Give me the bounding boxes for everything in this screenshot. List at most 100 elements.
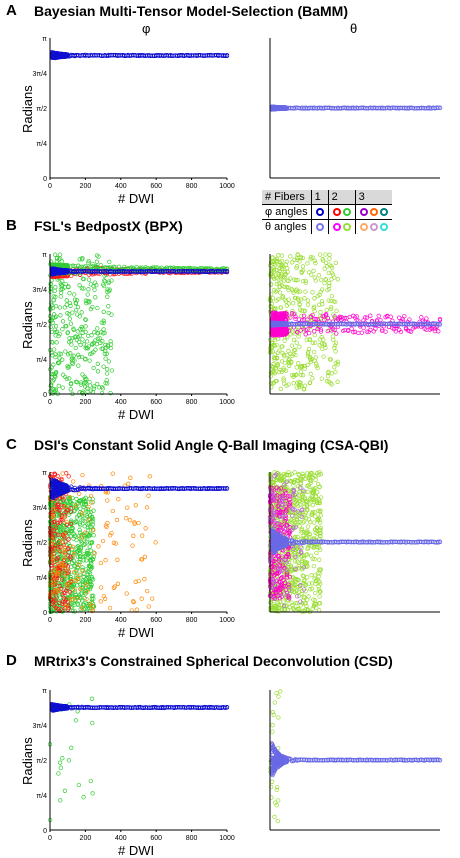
theta-point-fiber2 xyxy=(301,265,305,269)
legend-theta-3-ring-0 xyxy=(360,223,368,231)
x-tick-label: 800 xyxy=(186,399,198,406)
theta-point-fiber2 xyxy=(335,332,339,336)
theta-point-fiber2 xyxy=(303,384,307,388)
y-tick-label: π xyxy=(42,36,47,43)
legend-phi-2-ring-1 xyxy=(343,208,351,216)
phi-point-fiber2 xyxy=(60,259,64,263)
panel-b-title: FSL's BedpostX (BPX) xyxy=(34,218,183,234)
x-tick-label: 400 xyxy=(115,183,127,190)
x-tick-label: 1000 xyxy=(219,183,235,190)
theta-point-fiber2 xyxy=(333,346,337,350)
theta-point-fiber2 xyxy=(330,294,334,298)
y-tick-label: π/4 xyxy=(36,141,47,148)
legend-theta-3-ring-1 xyxy=(370,223,378,231)
phi-point-fiber2 xyxy=(67,475,71,479)
legend-theta-2 xyxy=(328,220,355,235)
theta-point-fiber2 xyxy=(279,387,283,391)
phi-point-fiber2 xyxy=(107,305,111,309)
legend-theta-1-ring-0 xyxy=(316,223,324,231)
theta-point-fiber2 xyxy=(299,329,303,333)
theta-column-header: θ xyxy=(350,21,357,36)
phi-point-fiber2 xyxy=(94,348,98,352)
phi-point-fiber2 xyxy=(54,324,58,328)
phi-point-fiber2 xyxy=(88,380,92,384)
phi-point-fiber2 xyxy=(106,295,110,299)
phi-point-fiber2 xyxy=(88,359,92,363)
legend-phi-label: φ angles xyxy=(262,205,311,220)
phi-point-fiber2 xyxy=(87,278,91,282)
theta-point-fiber2 xyxy=(306,262,310,266)
phi-point-fiber2 xyxy=(59,295,63,299)
theta-point-fiber2 xyxy=(285,267,289,271)
theta-point-fiber2 xyxy=(287,349,291,353)
phi-column-header: φ xyxy=(142,21,150,36)
theta-point-fiber2 xyxy=(311,377,315,381)
phi-point-fiber2 xyxy=(92,533,96,537)
theta-point-fiber2 xyxy=(328,253,332,257)
theta-point-fiber2 xyxy=(295,373,299,377)
phi-point-fiber2 xyxy=(80,311,84,315)
theta-point-fiber2 xyxy=(420,316,424,320)
legend-theta-label: θ angles xyxy=(262,220,311,235)
legend-theta-3 xyxy=(355,220,392,235)
phi-point-fiber2 xyxy=(69,322,73,326)
phi-point-fiber3 xyxy=(137,521,141,525)
theta-point-fiber2 xyxy=(369,314,373,318)
phi-point-fiber2 xyxy=(95,260,99,264)
phi-point-fiber2 xyxy=(65,299,69,303)
theta-point-fiber2 xyxy=(285,304,289,308)
legend-phi-1 xyxy=(311,205,328,220)
phi-point-fiber2 xyxy=(84,325,88,329)
theta-point-fiber2 xyxy=(307,331,311,335)
theta-point-fiber2 xyxy=(307,271,311,275)
phi-point-fiber3 xyxy=(134,504,138,508)
theta-point-fiber2 xyxy=(292,338,296,342)
theta-point-fiber2 xyxy=(377,314,381,318)
phi-point-fiber2 xyxy=(98,386,102,390)
panel-d-letter: D xyxy=(6,652,17,669)
phi-point-fiber2 xyxy=(80,599,84,603)
phi-points xyxy=(48,471,229,613)
phi-point-fiber2 xyxy=(61,386,65,390)
phi-point-fiber2 xyxy=(94,296,98,300)
legend-phi-3-ring-0 xyxy=(360,208,368,216)
theta-point-fiber2 xyxy=(334,370,338,374)
panel-c-title: DSI's Constant Solid Angle Q-Ball Imagin… xyxy=(34,437,388,453)
legend-theta-2-ring-0 xyxy=(333,223,341,231)
x-tick-label: 600 xyxy=(150,183,162,190)
theta-point-fiber2 xyxy=(277,253,281,257)
x-tick-label: 400 xyxy=(115,399,127,406)
theta-point-fiber2 xyxy=(330,372,334,376)
legend-phi-3 xyxy=(355,205,392,220)
legend-phi-3-ring-2 xyxy=(380,208,388,216)
theta-point-fiber2 xyxy=(350,327,354,331)
phi-point-fiber2 xyxy=(58,306,62,310)
theta-point-fiber2 xyxy=(332,366,336,370)
theta-point-fiber2 xyxy=(303,297,307,301)
theta-point-fiber2 xyxy=(403,314,407,318)
x-tick-label: 0 xyxy=(48,183,52,190)
phi-point-fiber2 xyxy=(82,559,86,563)
theta-point-fiber2 xyxy=(296,362,300,366)
phi-point-fiber2 xyxy=(107,360,111,364)
theta-point-fiber2 xyxy=(298,345,302,349)
phi-point-fiber2 xyxy=(74,308,78,312)
theta-point-fiber2 xyxy=(292,381,296,385)
panel-d-title: MRtrix3's Constrained Spherical Deconvol… xyxy=(34,653,393,669)
y-tick-label: 0 xyxy=(43,392,47,399)
phi-point-fiber2 xyxy=(108,260,112,264)
phi-point-fiber2 xyxy=(53,289,57,293)
theta-point-fiber2 xyxy=(425,317,429,321)
y-tick-label: 3π/4 xyxy=(32,71,47,78)
theta-point-fiber2 xyxy=(287,364,291,368)
phi-point-fiber2 xyxy=(53,253,57,257)
phi-point-fiber2 xyxy=(61,320,65,324)
theta-point-fiber2 xyxy=(313,333,317,337)
legend-theta-1 xyxy=(311,220,328,235)
theta-point-fiber2 xyxy=(304,290,308,294)
theta-point-fiber2 xyxy=(324,253,328,257)
x-tick-label: 1000 xyxy=(219,399,235,406)
y-tick-label: π/4 xyxy=(36,357,47,364)
legend-header-2: 2 xyxy=(328,190,355,205)
